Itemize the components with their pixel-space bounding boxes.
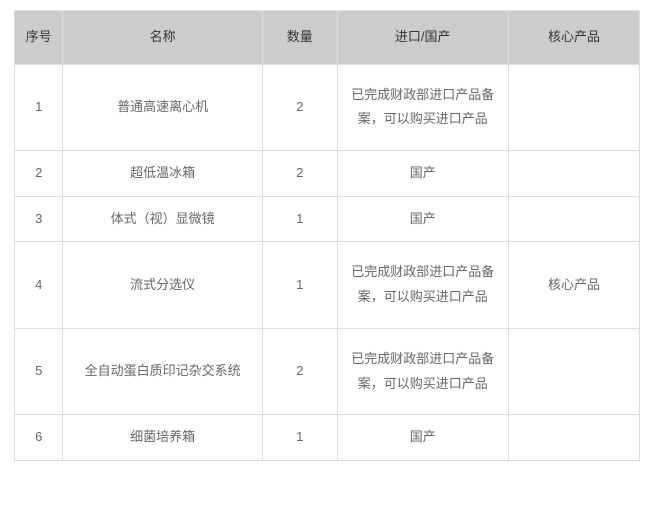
cell-qty: 1 <box>262 196 337 242</box>
cell-index: 6 <box>15 415 63 461</box>
cell-qty: 1 <box>262 242 337 328</box>
cell-import: 已完成财政部进口产品备案，可以购买进口产品 <box>337 64 508 150</box>
cell-name: 全自动蛋白质印记杂交系统 <box>63 328 263 414</box>
col-header-import: 进口/国产 <box>337 11 508 65</box>
cell-index: 1 <box>15 64 63 150</box>
table-row: 2 超低温冰箱 2 国产 <box>15 151 640 197</box>
cell-core <box>508 328 639 414</box>
col-header-index: 序号 <box>15 11 63 65</box>
cell-index: 2 <box>15 151 63 197</box>
cell-name: 普通高速离心机 <box>63 64 263 150</box>
cell-qty: 2 <box>262 64 337 150</box>
table-row: 5 全自动蛋白质印记杂交系统 2 已完成财政部进口产品备案，可以购买进口产品 <box>15 328 640 414</box>
cell-name: 体式（视）显微镜 <box>63 196 263 242</box>
cell-qty: 2 <box>262 328 337 414</box>
cell-import: 国产 <box>337 415 508 461</box>
cell-name: 超低温冰箱 <box>63 151 263 197</box>
table-container: 序号 名称 数量 进口/国产 核心产品 1 普通高速离心机 2 已完成财政部进口… <box>0 0 654 475</box>
table-row: 1 普通高速离心机 2 已完成财政部进口产品备案，可以购买进口产品 <box>15 64 640 150</box>
cell-name: 流式分选仪 <box>63 242 263 328</box>
cell-import: 已完成财政部进口产品备案，可以购买进口产品 <box>337 328 508 414</box>
cell-index: 5 <box>15 328 63 414</box>
cell-core <box>508 64 639 150</box>
cell-import: 国产 <box>337 196 508 242</box>
cell-qty: 1 <box>262 415 337 461</box>
cell-qty: 2 <box>262 151 337 197</box>
table-body: 1 普通高速离心机 2 已完成财政部进口产品备案，可以购买进口产品 2 超低温冰… <box>15 64 640 460</box>
cell-import: 已完成财政部进口产品备案，可以购买进口产品 <box>337 242 508 328</box>
cell-index: 4 <box>15 242 63 328</box>
cell-core <box>508 151 639 197</box>
cell-index: 3 <box>15 196 63 242</box>
table-row: 3 体式（视）显微镜 1 国产 <box>15 196 640 242</box>
cell-core: 核心产品 <box>508 242 639 328</box>
col-header-core: 核心产品 <box>508 11 639 65</box>
col-header-name: 名称 <box>63 11 263 65</box>
table-header-row: 序号 名称 数量 进口/国产 核心产品 <box>15 11 640 65</box>
col-header-qty: 数量 <box>262 11 337 65</box>
table-row: 6 细菌培养箱 1 国产 <box>15 415 640 461</box>
cell-name: 细菌培养箱 <box>63 415 263 461</box>
cell-core <box>508 415 639 461</box>
table-row: 4 流式分选仪 1 已完成财政部进口产品备案，可以购买进口产品 核心产品 <box>15 242 640 328</box>
equipment-table: 序号 名称 数量 进口/国产 核心产品 1 普通高速离心机 2 已完成财政部进口… <box>14 10 640 461</box>
cell-import: 国产 <box>337 151 508 197</box>
cell-core <box>508 196 639 242</box>
